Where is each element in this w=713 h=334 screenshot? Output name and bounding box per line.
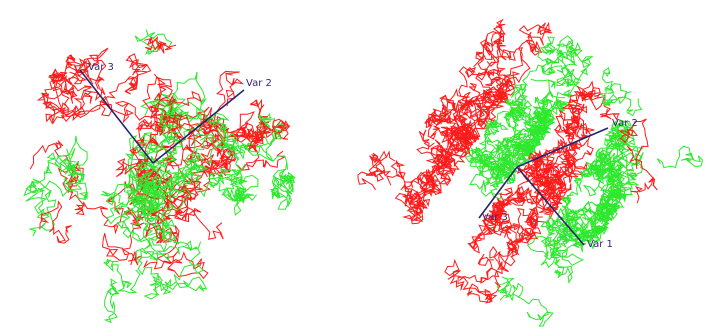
left-walk-trace-red bbox=[129, 92, 224, 240]
right-axis-var1-label: Var 1 bbox=[587, 239, 613, 250]
left-walk-trace-green bbox=[116, 132, 175, 253]
left-walk-trace-green bbox=[140, 71, 207, 145]
right-walk-trace-band-3 bbox=[497, 168, 572, 264]
right-axis-var3-label: Var 3 bbox=[482, 212, 508, 223]
left-projection-panel: Var 3 Var 2 bbox=[0, 0, 356, 330]
right-walk-trace-band-2 bbox=[469, 129, 541, 170]
right-walk-trace-band-2 bbox=[537, 35, 594, 88]
left-axis-var2-label: Var 2 bbox=[246, 78, 272, 89]
left-walk-traces bbox=[23, 29, 296, 324]
right-walk-trace-fringe bbox=[496, 276, 524, 299]
right-axis-var3 bbox=[478, 166, 518, 219]
left-walk-trace-green bbox=[23, 135, 88, 217]
right-axis-var2 bbox=[516, 127, 609, 168]
left-walk-trace-fringe bbox=[124, 53, 146, 95]
left-axis-var3-label: Var 3 bbox=[88, 62, 114, 73]
right-axis-var1 bbox=[516, 166, 585, 246]
right-walk-trace-fringe bbox=[601, 66, 643, 117]
right-projection-panel: Var 3 Var 2 Var 1 bbox=[356, 0, 713, 330]
left-walk-trace-red bbox=[161, 98, 272, 153]
left-axis-var3 bbox=[79, 69, 154, 164]
right-walk-trace-band-3 bbox=[471, 185, 547, 246]
left-walk-trace-red bbox=[102, 199, 209, 280]
left-walk-trace-green bbox=[131, 203, 208, 300]
left-walk-trace-fringe bbox=[103, 278, 120, 324]
left-walk-trace-green bbox=[134, 101, 248, 202]
right-walk-trace-band-4 bbox=[560, 190, 625, 242]
left-walk-trace-red bbox=[36, 47, 109, 125]
right-walk-trace-band-1 bbox=[438, 44, 516, 123]
left-axis-var2 bbox=[152, 89, 245, 164]
left-walk-trace-fringe bbox=[28, 180, 55, 237]
left-walk-trace-red bbox=[137, 73, 202, 186]
left-walk-trace-green bbox=[163, 112, 296, 210]
right-projection-plot: Var 3 Var 2 Var 1 bbox=[357, 18, 704, 327]
right-walk-trace-band-1 bbox=[416, 114, 495, 177]
right-walk-trace-fringe bbox=[626, 145, 658, 204]
left-walk-trace-fringe bbox=[60, 71, 88, 104]
right-walk-trace-band-2 bbox=[500, 100, 569, 157]
right-axis-var2-label: Var 2 bbox=[612, 118, 638, 129]
left-projection-plot: Var 3 Var 2 bbox=[23, 29, 296, 324]
left-walk-trace-red bbox=[114, 141, 203, 244]
right-walk-trace-fringe bbox=[394, 184, 419, 209]
left-axes: Var 3 Var 2 bbox=[79, 62, 272, 164]
right-walk-trace-band-3 bbox=[444, 224, 523, 304]
left-walk-trace-red bbox=[186, 70, 245, 183]
right-walk-trace-fringe bbox=[357, 155, 392, 191]
left-walk-trace-fringe bbox=[144, 35, 177, 54]
left-walk-trace-green bbox=[124, 152, 192, 233]
right-walk-traces bbox=[357, 18, 704, 327]
right-walk-trace-fringe bbox=[618, 118, 649, 170]
right-walk-trace-fringe bbox=[598, 84, 632, 107]
right-walk-trace-band-4 bbox=[581, 118, 634, 178]
right-walk-trace-band-3 bbox=[516, 148, 565, 205]
left-walk-trace-fringe bbox=[39, 200, 72, 244]
left-walk-trace-fringe bbox=[103, 258, 141, 294]
right-walk-trace-band-2 bbox=[464, 146, 526, 200]
right-walk-trace-band-1 bbox=[440, 51, 521, 148]
right-axes: Var 3 Var 2 Var 1 bbox=[478, 118, 638, 250]
right-walk-trace-fringe bbox=[656, 145, 704, 169]
right-walk-trace-band-1 bbox=[480, 18, 553, 86]
left-walk-trace-fringe bbox=[251, 118, 290, 144]
left-walk-trace-fringe bbox=[257, 113, 286, 140]
right-walk-trace-fringe bbox=[365, 150, 396, 178]
right-walk-trace-band-3 bbox=[559, 80, 620, 133]
right-walk-trace-fringe bbox=[499, 293, 554, 327]
